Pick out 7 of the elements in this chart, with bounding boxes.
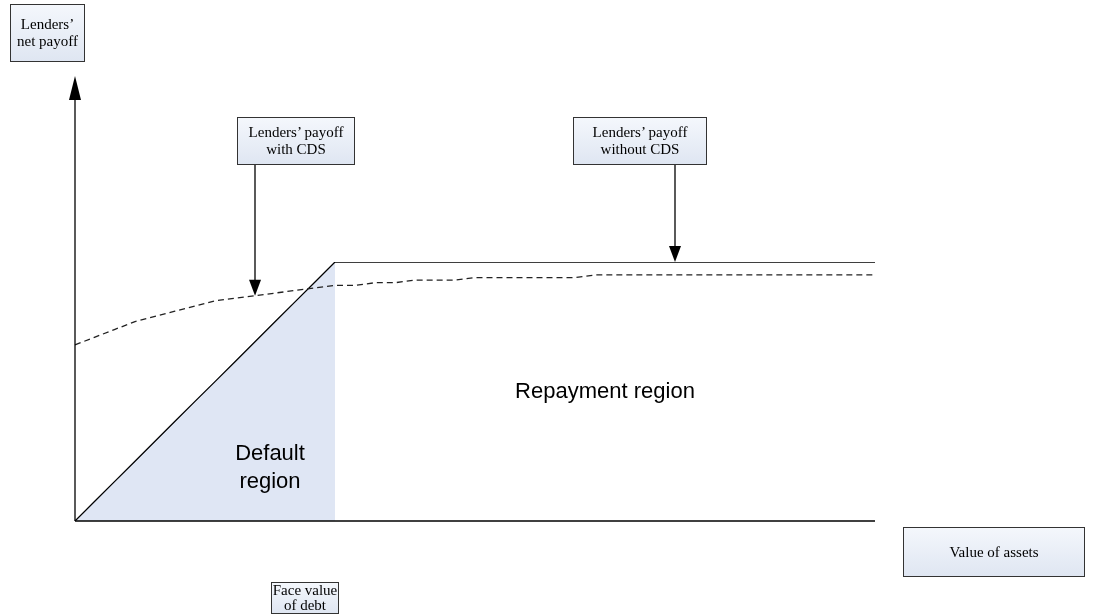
annotation: Repayment region	[515, 378, 695, 404]
text: Lenders’ net payoff	[10, 4, 85, 62]
annotation: Default region	[235, 440, 305, 494]
text: Face value of debt	[271, 582, 339, 614]
text: Lenders’ payoff without CDS	[573, 117, 707, 165]
text: Lenders’ payoff with CDS	[237, 117, 355, 165]
text: Value of assets	[903, 527, 1085, 577]
